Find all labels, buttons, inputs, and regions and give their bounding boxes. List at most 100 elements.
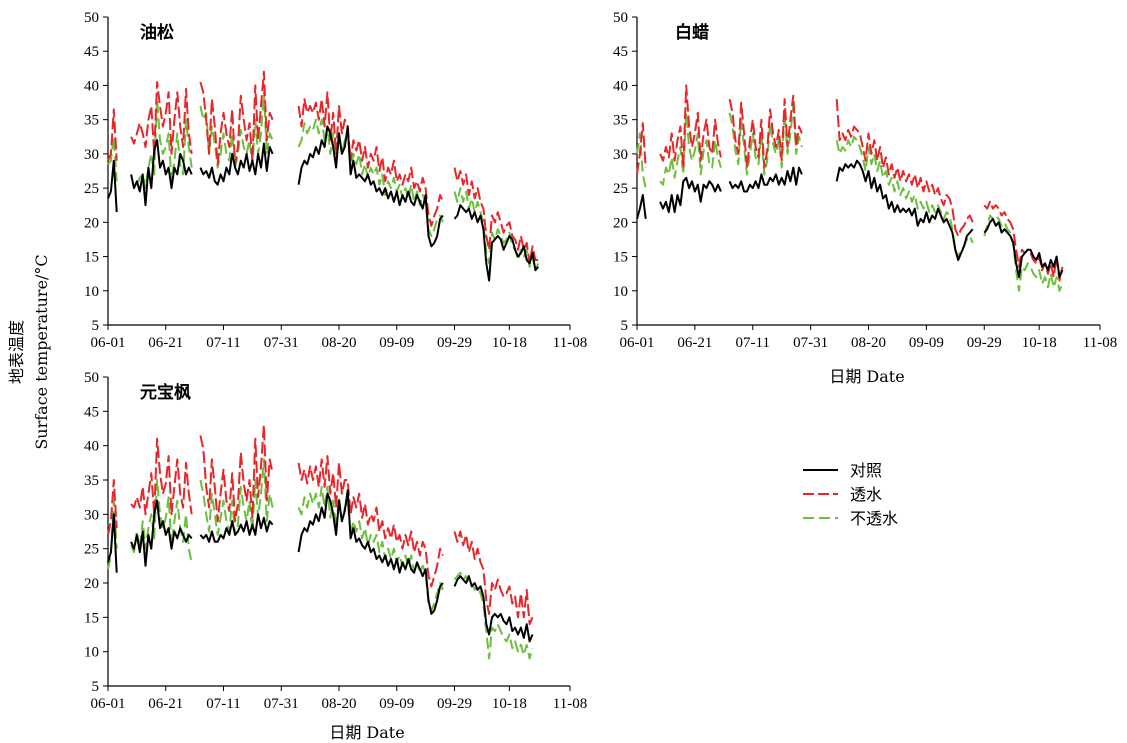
legend-label-impermeable: 不透水 (850, 509, 898, 528)
y-tick-label: 30 (84, 507, 99, 523)
y-tick-label: 20 (613, 215, 628, 231)
y-tick-label: 35 (84, 113, 99, 129)
series-line-control (983, 217, 1064, 279)
y-tick-label: 45 (84, 44, 99, 60)
x-axis-label-top-right: 日期 Date (829, 367, 904, 386)
x-axis-label-bottom-left: 日期 Date (329, 723, 404, 742)
y-tick-label: 5 (92, 679, 100, 695)
panel-title-youngsong: 油松 (140, 22, 174, 43)
y-tick-label: 35 (84, 473, 99, 489)
x-tick-label: 09-09 (379, 696, 414, 712)
x-tick-label: 07-31 (793, 335, 828, 351)
series-line-impermeable (983, 214, 1064, 292)
x-tick-label: 07-11 (736, 335, 770, 351)
series-impermeable-bailin (636, 105, 1064, 292)
series-line-impermeable (659, 111, 722, 186)
y-tick-label: 50 (84, 10, 99, 26)
series-control-yuanbaofeng (107, 489, 534, 643)
x-tick-label: 11-08 (553, 335, 587, 351)
series-line-permeable (835, 99, 974, 237)
series-line-control (659, 176, 722, 214)
y-tick-label: 25 (84, 181, 99, 197)
x-tick-label: 09-09 (379, 335, 414, 351)
panel-youngsong: 5 10 15 20 25 30 35 40 45 50 06-01 06-21 07-11 07-31 0… (84, 10, 587, 351)
series-line-impermeable (107, 135, 118, 182)
y-tick-label: 45 (84, 404, 99, 420)
y-tick-label: 40 (84, 78, 99, 94)
series-permeable-bailin (636, 84, 1064, 282)
x-tick-label: 10-18 (1022, 335, 1057, 351)
y-tick-label: 5 (621, 318, 629, 334)
series-line-impermeable (130, 479, 193, 563)
legend-label-permeable: 透水 (850, 485, 882, 504)
x-tick-label: 06-01 (91, 335, 126, 351)
series-line-impermeable (453, 187, 540, 272)
x-tick-label: 06-21 (148, 335, 183, 351)
y-tick-label: 15 (613, 250, 628, 266)
series-line-permeable (453, 530, 534, 626)
y-tick-label: 10 (84, 645, 99, 661)
series-control-bailin (636, 159, 1064, 279)
series-line-control (297, 489, 444, 615)
x-tick-label: 08-20 (322, 696, 357, 712)
x-tick-label: 06-21 (148, 696, 183, 712)
series-line-permeable (453, 167, 539, 265)
series-line-control (130, 139, 193, 207)
panel-title-bailin: 白蜡 (675, 22, 709, 43)
series-line-control (199, 513, 274, 543)
series-line-impermeable (135, 98, 193, 190)
series-line-control (835, 159, 974, 261)
y-tick-label: 40 (84, 439, 99, 455)
shared-y-label-en: Surface temperature/°C (32, 254, 51, 449)
y-tick-label: 10 (613, 284, 628, 300)
x-tick-label: 06-01 (91, 696, 126, 712)
series-line-control (130, 499, 193, 567)
x-tick-label: 07-11 (206, 696, 240, 712)
y-tick-label: 50 (613, 10, 628, 26)
series-line-control (199, 142, 274, 186)
y-tick-label: 30 (613, 147, 628, 163)
y-tick-label: 45 (613, 44, 628, 60)
x-tick-label: 10-18 (492, 335, 527, 351)
legend-label-control: 对照 (850, 461, 882, 480)
series-control-youngsong (107, 125, 539, 282)
y-tick-label: 5 (92, 318, 100, 334)
x-tick-label: 07-31 (264, 335, 299, 351)
series-line-control (453, 204, 539, 282)
panel-bailin: 5 10 15 20 25 30 35 40 45 50 06-01 06-21 07-11 07-31 0… (613, 10, 1117, 351)
series-line-permeable (728, 94, 803, 169)
series-line-permeable (130, 81, 193, 155)
series-line-permeable (636, 122, 647, 175)
series-line-control (297, 125, 444, 248)
y-tick-label: 20 (84, 215, 99, 231)
y-tick-label: 20 (84, 576, 99, 592)
series-line-permeable (199, 70, 274, 166)
series-line-impermeable (297, 118, 444, 237)
series-impermeable-yuanbaofeng (107, 458, 534, 660)
panel-yuanbaofeng: 5 10 15 20 25 30 35 40 45 50 06-01 06-21 07-11 07-31 0… (84, 370, 587, 712)
series-line-control (107, 513, 118, 573)
x-tick-label: 07-11 (206, 335, 240, 351)
x-tick-label: 09-29 (437, 696, 472, 712)
x-tick-label: 11-08 (553, 696, 587, 712)
series-line-impermeable (636, 132, 647, 189)
x-tick-label: 11-08 (1083, 335, 1117, 351)
y-tick-label: 25 (84, 542, 99, 558)
x-tick-label: 09-09 (909, 335, 944, 351)
x-tick-label: 07-31 (264, 696, 299, 712)
legend: 对照 透水 不透水 (803, 461, 898, 528)
x-tick-label: 08-20 (322, 335, 357, 351)
series-line-permeable (130, 437, 193, 516)
y-tick-label: 15 (84, 610, 99, 626)
series-line-permeable (297, 91, 444, 227)
series-line-control (453, 575, 534, 643)
series-permeable-youngsong (107, 70, 539, 265)
series-line-impermeable (199, 458, 274, 536)
series-line-control (636, 194, 647, 220)
y-tick-label: 10 (84, 284, 99, 300)
series-line-control (728, 166, 803, 193)
series-line-control (107, 159, 118, 213)
y-tick-label: 40 (613, 78, 628, 94)
shared-y-label-cn: 地表温度 (7, 320, 26, 384)
